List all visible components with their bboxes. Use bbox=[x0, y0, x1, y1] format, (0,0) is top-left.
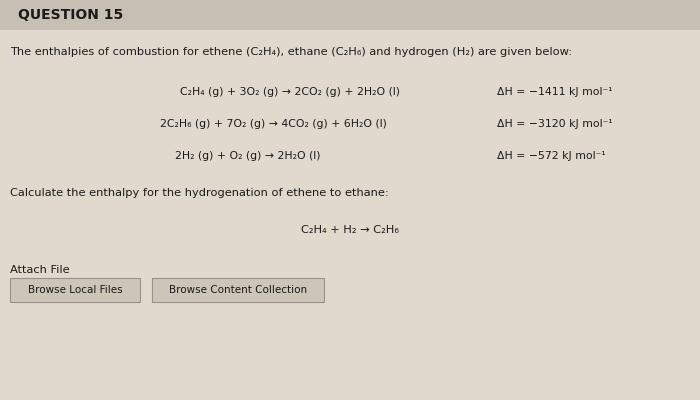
FancyBboxPatch shape bbox=[10, 278, 140, 302]
Text: Calculate the enthalpy for the hydrogenation of ethene to ethane:: Calculate the enthalpy for the hydrogena… bbox=[10, 188, 389, 198]
Text: Browse Local Files: Browse Local Files bbox=[28, 285, 122, 295]
Text: Attach File: Attach File bbox=[10, 265, 69, 275]
Text: 2H₂ (g) + O₂ (g) → 2H₂O (l): 2H₂ (g) + O₂ (g) → 2H₂O (l) bbox=[175, 151, 321, 161]
Text: ΔH = −572 kJ mol⁻¹: ΔH = −572 kJ mol⁻¹ bbox=[497, 151, 606, 161]
Text: QUESTION 15: QUESTION 15 bbox=[18, 8, 123, 22]
Text: C₂H₄ + H₂ → C₂H₆: C₂H₄ + H₂ → C₂H₆ bbox=[301, 225, 399, 235]
Text: 2C₂H₆ (g) + 7O₂ (g) → 4CO₂ (g) + 6H₂O (l): 2C₂H₆ (g) + 7O₂ (g) → 4CO₂ (g) + 6H₂O (l… bbox=[160, 119, 387, 129]
FancyBboxPatch shape bbox=[0, 0, 700, 30]
Text: Browse Content Collection: Browse Content Collection bbox=[169, 285, 307, 295]
FancyBboxPatch shape bbox=[152, 278, 324, 302]
Text: ΔH = −3120 kJ mol⁻¹: ΔH = −3120 kJ mol⁻¹ bbox=[497, 119, 612, 129]
Text: C₂H₄ (g) + 3O₂ (g) → 2CO₂ (g) + 2H₂O (l): C₂H₄ (g) + 3O₂ (g) → 2CO₂ (g) + 2H₂O (l) bbox=[180, 87, 400, 97]
Text: The enthalpies of combustion for ethene (C₂H₄), ethane (C₂H₆) and hydrogen (H₂) : The enthalpies of combustion for ethene … bbox=[10, 47, 572, 57]
Text: ΔH = −1411 kJ mol⁻¹: ΔH = −1411 kJ mol⁻¹ bbox=[497, 87, 612, 97]
